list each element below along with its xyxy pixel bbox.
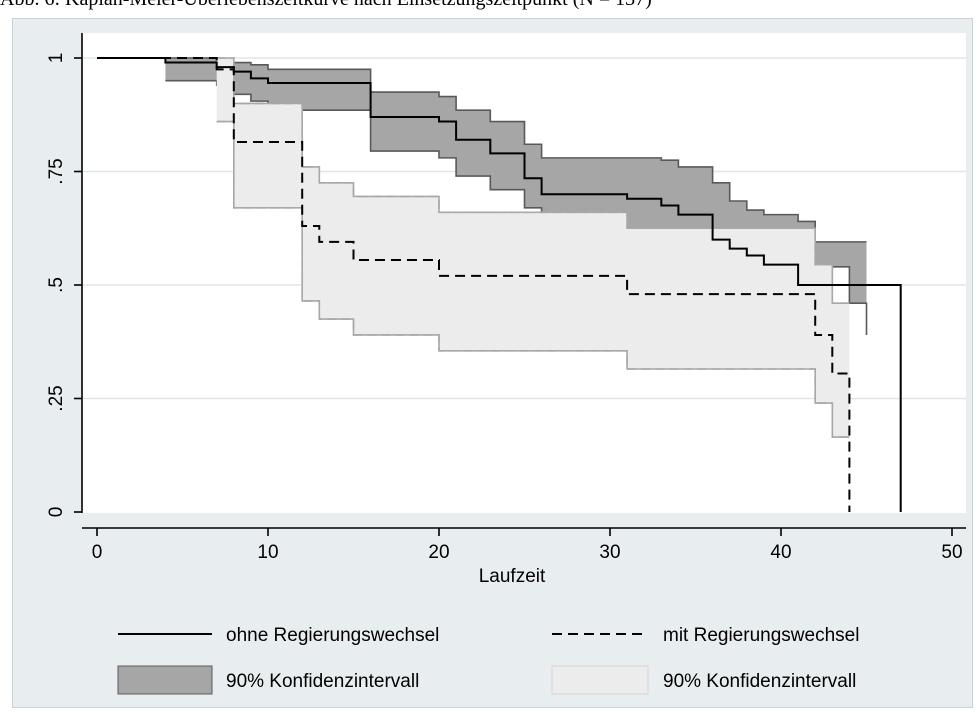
legend-label-2: 90% Konfidenzintervall bbox=[226, 671, 419, 692]
legend-symbol-light-box bbox=[551, 665, 649, 695]
ci-band-mit-fill bbox=[216, 58, 850, 438]
y-tick-label-4: 1 bbox=[46, 53, 67, 64]
x-tick-label-3: 30 bbox=[599, 542, 620, 563]
y-tick-label-1: .25 bbox=[46, 385, 67, 411]
legend-label-0: ohne Regierungswechsel bbox=[226, 625, 439, 646]
x-tick-label-5: 50 bbox=[941, 542, 962, 563]
y-tick-label-2: .5 bbox=[46, 277, 67, 293]
figure-caption: Abb. 6: Kaplan-Meier-Überlebenszeitkurve… bbox=[0, 0, 977, 10]
x-tick-label-0: 0 bbox=[92, 542, 103, 563]
y-tick-label-0: 0 bbox=[46, 507, 67, 518]
x-tick-label-4: 40 bbox=[770, 542, 791, 563]
legend-symbol-dark-box bbox=[117, 665, 213, 695]
y-tick-label-3: .75 bbox=[46, 158, 67, 184]
ci-band-mit-edge-1 bbox=[216, 120, 850, 438]
legend-label-1: mit Regierungswechsel bbox=[663, 625, 859, 646]
ci-band-mit-edge-0 bbox=[216, 57, 850, 304]
legend: ohne Regierungswechsel mit Regierungswech… bbox=[117, 625, 859, 695]
x-tick-label-1: 10 bbox=[257, 542, 278, 563]
series-ohne-regierungswechsel bbox=[97, 57, 902, 512]
legend-label-3: 90% Konfidenzintervall bbox=[663, 671, 856, 692]
survival-lines bbox=[97, 57, 902, 512]
x-axis-title: Laufzeit bbox=[479, 566, 546, 587]
confidence-bands bbox=[165, 57, 868, 438]
x-tick-label-2: 20 bbox=[428, 542, 449, 563]
ci-band-ohne-fill bbox=[165, 58, 867, 335]
ci-band-ohne-upper bbox=[165, 57, 867, 243]
